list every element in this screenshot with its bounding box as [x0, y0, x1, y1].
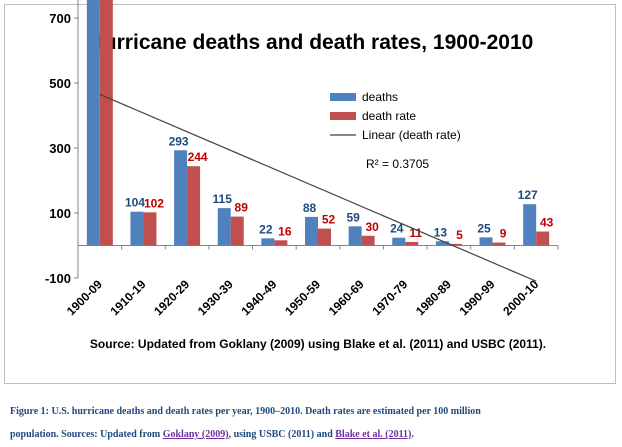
bar-death-rate: [448, 243, 462, 246]
data-label-death-rate: 89: [235, 201, 249, 215]
bar-death-rate: [274, 240, 288, 246]
y-tick-label: 100: [49, 206, 71, 221]
figure-caption: Figure 1: U.S. hurricane deaths and deat…: [10, 400, 610, 446]
x-tick-label: 1930-39: [195, 277, 236, 318]
caption-prefix: population. Sources: Updated from: [10, 429, 163, 440]
bar-deaths: [217, 208, 231, 246]
bar-death-rate: [143, 212, 157, 246]
caption-middle: , using USBC (2011) and: [228, 429, 336, 440]
legend-label: deaths: [362, 90, 398, 104]
bar-death-rate: [230, 216, 244, 246]
legend: deaths death rate Linear (death rate): [330, 90, 461, 142]
y-tick-label: -100: [45, 271, 71, 286]
x-tick-label: 1920-29: [151, 277, 192, 318]
x-tick-label: 2000-10: [500, 277, 541, 318]
legend-swatch: [330, 93, 356, 101]
bar-deaths: [435, 241, 449, 246]
bar-deaths: [174, 150, 188, 246]
data-label-deaths: 115: [213, 192, 233, 206]
blake-link[interactable]: Blake et al. (2011): [335, 429, 412, 440]
data-label-deaths: 293: [169, 134, 189, 148]
x-tick-label: 1980-89: [413, 277, 454, 318]
chart-title: Hurricane deaths and death rates, 1900-2…: [89, 31, 534, 54]
caption-line-2: population. Sources: Updated from Goklan…: [10, 423, 610, 446]
bar-deaths: [261, 238, 275, 246]
bar-death-rate: [99, 0, 113, 246]
caption-suffix: .: [411, 429, 414, 440]
bar-deaths: [86, 0, 100, 246]
data-label-deaths: 22: [259, 222, 273, 236]
legend-swatch: [330, 112, 356, 120]
data-label-death-rate: 11: [409, 226, 422, 240]
data-label-deaths: 88: [303, 201, 317, 215]
legend-label: Linear (death rate): [362, 128, 461, 142]
data-label-deaths: 104: [125, 196, 145, 210]
bar-death-rate: [405, 241, 419, 246]
data-label-death-rate: 43: [540, 216, 554, 230]
legend-label: death rate: [362, 109, 416, 123]
bar-death-rate: [361, 235, 375, 246]
data-label-deaths: 127: [518, 188, 538, 202]
data-label-death-rate: 102: [144, 196, 164, 210]
data-label-deaths: 25: [477, 221, 491, 235]
x-tick-label: 1970-79: [369, 277, 410, 318]
bar-death-rate: [318, 228, 331, 246]
bar-deaths: [479, 237, 493, 246]
data-label-death-rate: 52: [322, 213, 336, 227]
trendline-line: [99, 93, 537, 282]
y-tick-label: 700: [49, 11, 71, 26]
data-label-deaths: 13: [434, 225, 448, 239]
data-label-deaths: 59: [346, 210, 360, 224]
x-tick-label: 1910-19: [108, 277, 149, 318]
bar-deaths: [130, 211, 144, 246]
data-label-death-rate: 16: [278, 224, 292, 238]
bar-deaths: [305, 216, 318, 246]
y-tick-label: 500: [49, 76, 71, 91]
x-tick-label: 1960-69: [326, 277, 367, 318]
chart: Hurricane deaths and death rates, 1900-2…: [45, 0, 559, 351]
bar-death-rate: [492, 242, 506, 246]
data-label-death-rate: 30: [365, 220, 379, 234]
bar-death-rate: [187, 166, 201, 246]
bar-labels: 8731135104102293244115892216885259302411…: [125, 134, 554, 242]
data-label-deaths: 24: [390, 222, 404, 236]
goklany-link[interactable]: Goklany (2009): [162, 429, 229, 440]
data-label-death-rate: 244: [188, 150, 208, 164]
bar-deaths: [523, 204, 537, 246]
data-label-death-rate: 5: [456, 228, 463, 242]
bar-deaths: [392, 237, 406, 246]
y-tick-label: 300: [49, 141, 71, 156]
x-tick-label: 1940-49: [238, 277, 279, 318]
source-note: Source: Updated from Goklany (2009) usin…: [90, 337, 546, 351]
caption-line-1: Figure 1: U.S. hurricane deaths and deat…: [10, 406, 481, 417]
r-squared-label: R² = 0.3705: [366, 157, 429, 171]
data-label-death-rate: 9: [500, 227, 507, 241]
trendline: [99, 93, 537, 282]
x-tick-label: 1990-99: [457, 277, 498, 318]
bars: [86, 0, 550, 246]
x-tick-label: 1950-59: [282, 277, 323, 318]
bar-death-rate: [536, 231, 550, 246]
bar-deaths: [348, 226, 362, 246]
